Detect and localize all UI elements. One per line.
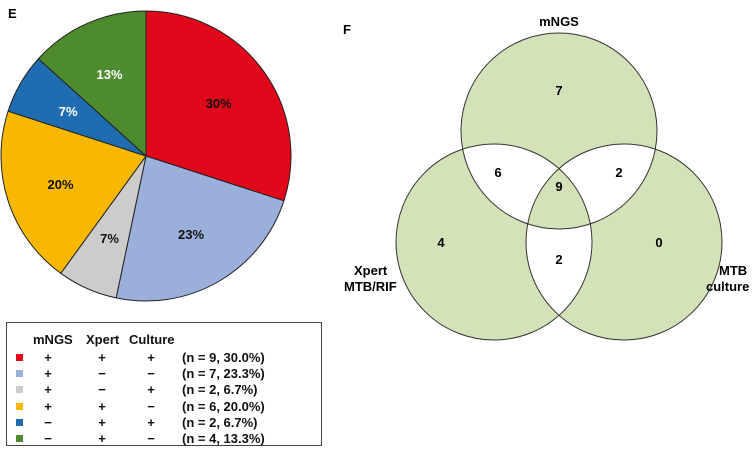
legend-cell-mngs: +: [44, 350, 52, 365]
legend-cell-culture: −: [147, 366, 155, 382]
venn-set-label-mngs: mNGS: [539, 14, 579, 29]
panel-label-e: E: [8, 6, 17, 21]
legend-swatch: [16, 418, 23, 426]
legend-stat: (n = 9, 30.0%): [182, 350, 265, 365]
legend-stat: (n = 7, 23.3%): [182, 366, 265, 382]
legend-row: − + + (n = 2, 6.7%): [7, 415, 323, 431]
legend-cell-culture: −: [147, 398, 155, 414]
pie-slice-4: [0, 110, 147, 275]
pie-slice-1: [145, 10, 292, 202]
legend-swatch: [16, 435, 23, 442]
legend-swatch: [16, 402, 23, 410]
venn-count-xpert-culture: 2: [555, 252, 562, 267]
pie-slice-label-1: 30%: [206, 96, 232, 111]
legend-cell-xpert: +: [98, 398, 106, 414]
pie-slice-label-4: 20%: [47, 177, 73, 192]
legend-row: + − − (n = 7, 23.3%): [7, 366, 323, 382]
pie-slice-2: [115, 155, 285, 302]
pie-slice-6: [37, 10, 147, 158]
legend-stat: (n = 6, 20.0%): [182, 398, 265, 414]
venn-set-label-culture-line2: culture: [706, 279, 749, 294]
venn-count-mngs-only: 7: [555, 83, 562, 98]
pie-legend: mNGS Xpert Culture + + + (n = 9, 30.0%) + − −(…: [6, 322, 322, 446]
legend-cell-culture: +: [147, 414, 155, 430]
legend-row: + + + (n = 9, 30.0%): [7, 350, 323, 366]
legend-stat: (n = 2, 6.7%): [182, 414, 258, 430]
legend-cell-mngs: +: [44, 398, 52, 414]
venn-set-label-xpert-line1: Xpert: [354, 263, 388, 278]
legend-cell-mngs: −: [44, 431, 52, 446]
legend-row: − + − (n = 4, 13.3%): [7, 431, 323, 447]
venn-diagram: 7 6 9 2 4 2 0 mNGS Xpert MTB/RIF MTB cul…: [344, 14, 749, 341]
legend-cell-xpert: +: [98, 350, 106, 365]
legend-cell-xpert: −: [98, 366, 106, 382]
legend-cell-mngs: +: [44, 366, 52, 382]
venn-set-label-culture-line1: MTB: [719, 263, 747, 278]
venn-count-all-three: 9: [555, 179, 562, 194]
pie-slice-label-6: 13%: [97, 67, 123, 82]
legend-cell-xpert: −: [98, 382, 106, 398]
venn-outline-culture: [525, 143, 723, 341]
venn-count-mngs-xpert: 6: [494, 165, 501, 180]
legend-cell-culture: +: [147, 382, 155, 398]
legend-cell-xpert: +: [98, 431, 106, 446]
legend-header-xpert: Xpert: [86, 332, 120, 347]
venn-count-mngs-culture: 2: [615, 165, 622, 180]
legend-row: + + − (n = 6, 20.0%): [7, 399, 323, 415]
pie-slice-label-5: 7%: [59, 104, 78, 119]
venn-count-culture-only: 0: [655, 235, 662, 250]
pie-slice-label-2: 23%: [178, 227, 204, 242]
pie-chart: 30% 23% 7% 20% 7% 13%: [0, 10, 292, 302]
legend-cell-mngs: +: [44, 382, 52, 398]
legend-header-culture: Culture: [129, 332, 175, 347]
venn-outline-xpert: [395, 143, 593, 341]
legend-swatch: [16, 386, 23, 394]
legend-swatch: [16, 354, 23, 361]
legend-stat: (n = 4, 13.3%): [182, 431, 265, 446]
panel-label-f: F: [343, 22, 351, 37]
legend-cell-culture: +: [147, 350, 155, 365]
legend-header-mngs: mNGS: [33, 332, 73, 347]
legend-cell-culture: −: [147, 431, 155, 446]
legend-stat: (n = 2, 6.7%): [182, 382, 258, 398]
venn-outline-mngs: [460, 32, 658, 230]
pie-slice-label-3: 7%: [100, 231, 119, 246]
legend-cell-xpert: +: [98, 414, 106, 430]
venn-set-label-xpert-line2: MTB/RIF: [344, 279, 397, 294]
legend-row: + − + (n = 2, 6.7%): [7, 382, 323, 398]
legend-swatch: [16, 370, 23, 378]
legend-cell-mngs: −: [44, 414, 52, 430]
venn-count-xpert-only: 4: [437, 235, 445, 250]
